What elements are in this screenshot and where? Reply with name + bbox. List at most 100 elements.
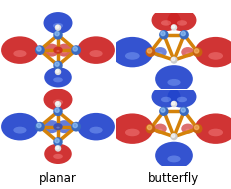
- Ellipse shape: [56, 127, 59, 129]
- Ellipse shape: [155, 142, 192, 169]
- Circle shape: [192, 124, 202, 134]
- Ellipse shape: [61, 127, 67, 130]
- Ellipse shape: [13, 127, 26, 134]
- Ellipse shape: [153, 47, 166, 57]
- Circle shape: [180, 31, 185, 36]
- Ellipse shape: [185, 52, 189, 55]
- Ellipse shape: [44, 67, 71, 88]
- Ellipse shape: [56, 120, 72, 133]
- Circle shape: [53, 107, 62, 116]
- Circle shape: [56, 70, 59, 73]
- Ellipse shape: [43, 12, 72, 34]
- Ellipse shape: [194, 37, 231, 67]
- Circle shape: [145, 47, 155, 57]
- Ellipse shape: [1, 113, 39, 140]
- Circle shape: [56, 102, 59, 105]
- Ellipse shape: [167, 156, 180, 162]
- Ellipse shape: [151, 86, 180, 108]
- Circle shape: [171, 134, 174, 137]
- Circle shape: [158, 107, 168, 116]
- Ellipse shape: [56, 50, 59, 52]
- Circle shape: [55, 101, 61, 108]
- Circle shape: [35, 45, 45, 55]
- Ellipse shape: [155, 65, 192, 93]
- Circle shape: [73, 47, 77, 51]
- Ellipse shape: [49, 127, 54, 130]
- Text: planar: planar: [39, 172, 77, 185]
- Ellipse shape: [89, 50, 102, 57]
- Ellipse shape: [167, 9, 196, 31]
- Ellipse shape: [43, 44, 59, 57]
- Ellipse shape: [167, 79, 180, 86]
- Ellipse shape: [157, 52, 162, 55]
- Circle shape: [160, 108, 164, 112]
- Ellipse shape: [77, 113, 114, 140]
- Circle shape: [56, 146, 59, 149]
- Circle shape: [160, 31, 164, 36]
- Circle shape: [36, 123, 41, 128]
- Circle shape: [170, 133, 177, 140]
- Circle shape: [158, 30, 168, 40]
- Circle shape: [171, 102, 174, 105]
- Circle shape: [53, 61, 62, 70]
- Circle shape: [55, 139, 59, 143]
- Circle shape: [194, 125, 198, 130]
- Circle shape: [170, 24, 176, 31]
- Ellipse shape: [157, 129, 162, 131]
- Circle shape: [194, 49, 198, 53]
- Circle shape: [170, 57, 177, 64]
- Ellipse shape: [61, 50, 67, 53]
- Circle shape: [53, 30, 62, 40]
- Circle shape: [55, 69, 61, 75]
- Ellipse shape: [194, 113, 231, 144]
- Ellipse shape: [180, 124, 194, 134]
- Circle shape: [71, 45, 81, 55]
- Ellipse shape: [167, 86, 196, 108]
- Circle shape: [35, 122, 45, 132]
- Circle shape: [170, 101, 176, 107]
- Ellipse shape: [207, 52, 222, 60]
- Ellipse shape: [151, 9, 180, 31]
- Ellipse shape: [89, 127, 102, 134]
- Circle shape: [147, 125, 151, 130]
- Ellipse shape: [53, 123, 62, 130]
- Ellipse shape: [53, 154, 63, 159]
- Circle shape: [171, 25, 174, 28]
- Ellipse shape: [176, 20, 186, 26]
- Circle shape: [55, 145, 61, 152]
- Ellipse shape: [53, 77, 63, 82]
- Ellipse shape: [13, 50, 26, 57]
- Circle shape: [179, 30, 188, 40]
- Ellipse shape: [160, 97, 170, 102]
- Ellipse shape: [53, 23, 63, 28]
- Ellipse shape: [1, 36, 39, 64]
- Ellipse shape: [53, 99, 63, 105]
- Circle shape: [180, 108, 185, 112]
- Ellipse shape: [176, 97, 186, 102]
- Circle shape: [56, 25, 59, 28]
- Ellipse shape: [153, 124, 166, 134]
- Circle shape: [55, 32, 59, 36]
- Circle shape: [53, 137, 62, 147]
- Circle shape: [55, 62, 59, 66]
- Ellipse shape: [125, 52, 139, 60]
- Ellipse shape: [43, 120, 59, 133]
- Ellipse shape: [53, 46, 62, 54]
- Ellipse shape: [160, 20, 170, 26]
- Ellipse shape: [43, 89, 72, 110]
- Circle shape: [55, 108, 59, 112]
- Ellipse shape: [111, 113, 153, 144]
- Circle shape: [192, 47, 202, 57]
- Circle shape: [36, 47, 41, 51]
- Text: butterfly: butterfly: [148, 172, 199, 185]
- Ellipse shape: [44, 144, 71, 164]
- Circle shape: [73, 123, 77, 128]
- Ellipse shape: [77, 36, 114, 64]
- Circle shape: [71, 122, 81, 132]
- Ellipse shape: [49, 50, 54, 53]
- Circle shape: [179, 107, 188, 116]
- Ellipse shape: [125, 129, 139, 136]
- Ellipse shape: [56, 44, 72, 57]
- Ellipse shape: [111, 37, 153, 67]
- Ellipse shape: [185, 129, 189, 131]
